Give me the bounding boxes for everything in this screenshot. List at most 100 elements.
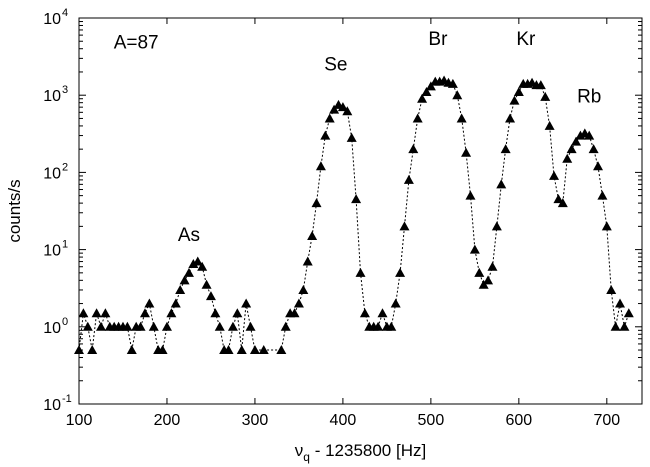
data-point bbox=[351, 194, 362, 204]
y-tick-exponent: 4 bbox=[62, 7, 68, 19]
data-point bbox=[192, 256, 203, 266]
data-point bbox=[223, 345, 234, 355]
annotation-label: Se bbox=[324, 54, 347, 75]
data-point bbox=[170, 298, 181, 308]
annotation-label: Rb bbox=[577, 87, 601, 108]
data-point bbox=[201, 279, 212, 289]
data-point bbox=[161, 321, 172, 331]
data-point bbox=[148, 321, 159, 331]
data-point bbox=[302, 256, 313, 266]
data-point bbox=[408, 144, 419, 154]
y-tick-exponent: 3 bbox=[62, 84, 68, 96]
data-point bbox=[425, 81, 436, 91]
data-point bbox=[496, 179, 507, 189]
data-point bbox=[399, 221, 410, 231]
y-tick-label: 10 bbox=[43, 88, 61, 105]
data-point bbox=[241, 298, 252, 308]
data-point bbox=[562, 153, 573, 163]
data-point bbox=[452, 90, 463, 100]
y-tick-exponent: -1 bbox=[62, 393, 72, 405]
data-point bbox=[183, 267, 194, 277]
plot-frame bbox=[78, 17, 643, 405]
data-point bbox=[210, 308, 221, 318]
data-point bbox=[359, 308, 370, 318]
data-point bbox=[289, 308, 300, 318]
data-point bbox=[456, 113, 467, 123]
data-point bbox=[417, 93, 428, 103]
y-axis-label: counts/s bbox=[5, 179, 24, 242]
data-point bbox=[588, 144, 599, 154]
data-point bbox=[483, 275, 494, 285]
y-tick-exponent: 1 bbox=[62, 239, 68, 251]
data-point bbox=[232, 308, 243, 318]
data-point bbox=[355, 267, 366, 277]
data-point bbox=[505, 113, 516, 123]
data-point bbox=[276, 345, 287, 355]
data-point bbox=[610, 321, 621, 331]
x-axis-label-rest: - 1235800 [Hz] bbox=[310, 441, 426, 460]
x-tick-label: 600 bbox=[505, 412, 532, 429]
data-point bbox=[390, 298, 401, 308]
data-point bbox=[395, 267, 406, 277]
data-point bbox=[461, 147, 472, 157]
data-point bbox=[342, 106, 353, 116]
annotation-label: Br bbox=[428, 29, 448, 50]
data-point bbox=[227, 321, 238, 331]
data-point bbox=[188, 259, 199, 269]
data-point bbox=[175, 284, 186, 294]
series-line bbox=[78, 79, 630, 351]
annotation-label: A=87 bbox=[114, 33, 159, 54]
annotation-label: Kr bbox=[516, 29, 536, 50]
data-point bbox=[311, 198, 322, 208]
y-tick-label: 10 bbox=[43, 243, 61, 260]
data-point bbox=[465, 190, 476, 200]
data-point bbox=[513, 87, 524, 97]
data-point bbox=[320, 130, 331, 140]
data-point bbox=[403, 174, 414, 184]
data-point bbox=[619, 321, 630, 331]
data-point bbox=[593, 161, 604, 171]
data-point bbox=[509, 95, 520, 105]
data-point bbox=[126, 345, 137, 355]
data-point bbox=[557, 198, 568, 208]
x-axis-label-main: ν bbox=[295, 441, 304, 460]
data-point bbox=[157, 345, 168, 355]
data-point bbox=[293, 298, 304, 308]
data-point bbox=[571, 136, 582, 146]
data-point bbox=[373, 321, 384, 331]
data-point bbox=[474, 267, 485, 277]
data-point bbox=[280, 321, 291, 331]
x-tick-label: 300 bbox=[242, 412, 269, 429]
data-point bbox=[100, 308, 111, 318]
y-tick-label: 10 bbox=[43, 320, 61, 337]
data-point bbox=[324, 113, 335, 123]
data-point bbox=[315, 161, 326, 171]
x-tick-label: 400 bbox=[330, 412, 357, 429]
data-point bbox=[249, 345, 260, 355]
data-point bbox=[337, 102, 348, 112]
data-point bbox=[346, 132, 357, 142]
data-point bbox=[535, 80, 546, 90]
data-point bbox=[179, 275, 190, 285]
data-point bbox=[91, 308, 102, 318]
data-point bbox=[597, 190, 608, 200]
data-point bbox=[144, 298, 155, 308]
data-point bbox=[412, 113, 423, 123]
data-point bbox=[214, 321, 225, 331]
x-tick-label: 500 bbox=[418, 412, 445, 429]
x-axis-label-sub: q bbox=[303, 450, 310, 464]
data-point bbox=[135, 321, 146, 331]
y-tick-exponent: 2 bbox=[62, 161, 68, 173]
data-point bbox=[245, 321, 256, 331]
data-point bbox=[549, 170, 560, 180]
data-point bbox=[258, 345, 269, 355]
data-point bbox=[329, 104, 340, 114]
data-point bbox=[298, 284, 309, 294]
plot-area bbox=[74, 75, 634, 355]
data-point bbox=[447, 78, 458, 88]
data-point bbox=[236, 345, 247, 355]
data-point bbox=[601, 221, 612, 231]
y-tick-label: 10 bbox=[43, 397, 61, 414]
y-tick-label: 10 bbox=[43, 165, 61, 182]
